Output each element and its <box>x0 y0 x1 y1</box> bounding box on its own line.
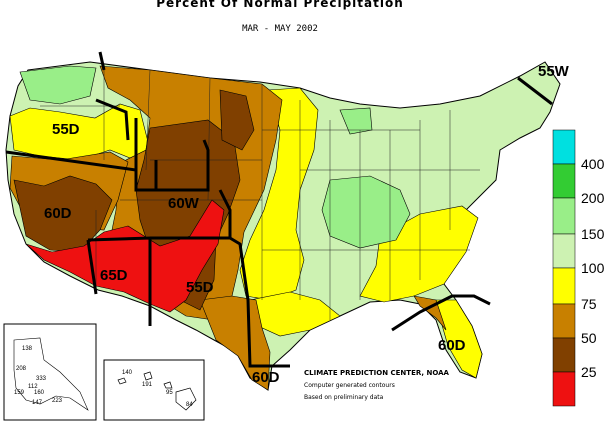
legend-label-25: 25 <box>581 364 597 380</box>
alaska-value: 112 <box>28 384 38 390</box>
legend-label-75: 75 <box>581 296 597 312</box>
map-title: Percent Of Normal Precipitation <box>156 0 404 10</box>
credit-agency: CLIMATE PREDICTION CENTER, NOAA <box>304 369 449 377</box>
region-label-55w: 55W <box>538 63 570 80</box>
legend-swatch-100 <box>552 233 576 269</box>
legend-label-200: 200 <box>581 190 605 206</box>
legend-label-100: 100 <box>581 260 605 276</box>
alaska-value: 138 <box>22 346 33 352</box>
alaska-inset-frame <box>3 323 97 421</box>
legend-swatch-50 <box>552 303 576 339</box>
region-label-60d-west: 60D <box>44 205 72 222</box>
region-label-55d-south: 55D <box>186 279 214 296</box>
band-brown <box>13 175 113 253</box>
legend-label-400: 400 <box>581 156 605 172</box>
map-subtitle: MAR - MAY 2002 <box>242 24 318 34</box>
region-boundaries <box>5 51 553 368</box>
alaska-outline <box>13 337 89 411</box>
alaska-value: 223 <box>52 398 63 404</box>
hawaii-value: 95 <box>166 390 173 396</box>
alaska-value: 160 <box>34 390 45 396</box>
legend-swatch-below-25 <box>552 371 576 407</box>
region-label-55d-northwest: 55D <box>52 121 80 138</box>
hawaii-values: 140 191 95 84 <box>122 370 193 408</box>
alaska-value: 208 <box>16 366 27 372</box>
region-label-60w: 60W <box>168 195 200 212</box>
credit-data-note: Based on preliminary data <box>304 394 384 401</box>
hawaii-value: 140 <box>122 370 133 376</box>
alaska-value: 333 <box>36 376 47 382</box>
band-green <box>321 175 411 249</box>
band-green <box>19 65 97 105</box>
legend-label-150: 150 <box>581 226 605 242</box>
legend-swatch-200 <box>552 163 576 199</box>
legend-swatch-25 <box>552 337 576 373</box>
region-label-60d-texas: 60D <box>252 369 280 386</box>
legend-swatch-75 <box>552 267 576 305</box>
hawaii-islands <box>117 371 197 411</box>
band-yellow <box>359 205 479 303</box>
region-label-65d: 65D <box>100 267 128 284</box>
hawaii-value: 191 <box>142 382 153 388</box>
legend-swatches <box>552 129 576 407</box>
band-brown <box>219 89 255 151</box>
alaska-value: 147 <box>32 400 43 406</box>
credit-method: Computer generated contours <box>304 382 395 389</box>
band-yellow <box>435 299 483 379</box>
legend-swatch-150 <box>552 197 576 235</box>
band-tan <box>413 295 447 331</box>
alaska-values: 138 208 333 112 159 160 147 223 <box>14 346 63 406</box>
hawaii-value: 84 <box>186 402 193 408</box>
region-label-60d-florida: 60D <box>438 337 466 354</box>
alaska-value: 159 <box>14 390 25 396</box>
legend-label-50: 50 <box>581 330 597 346</box>
legend-swatch-400 <box>552 129 576 165</box>
hawaii-inset-frame <box>103 359 205 421</box>
